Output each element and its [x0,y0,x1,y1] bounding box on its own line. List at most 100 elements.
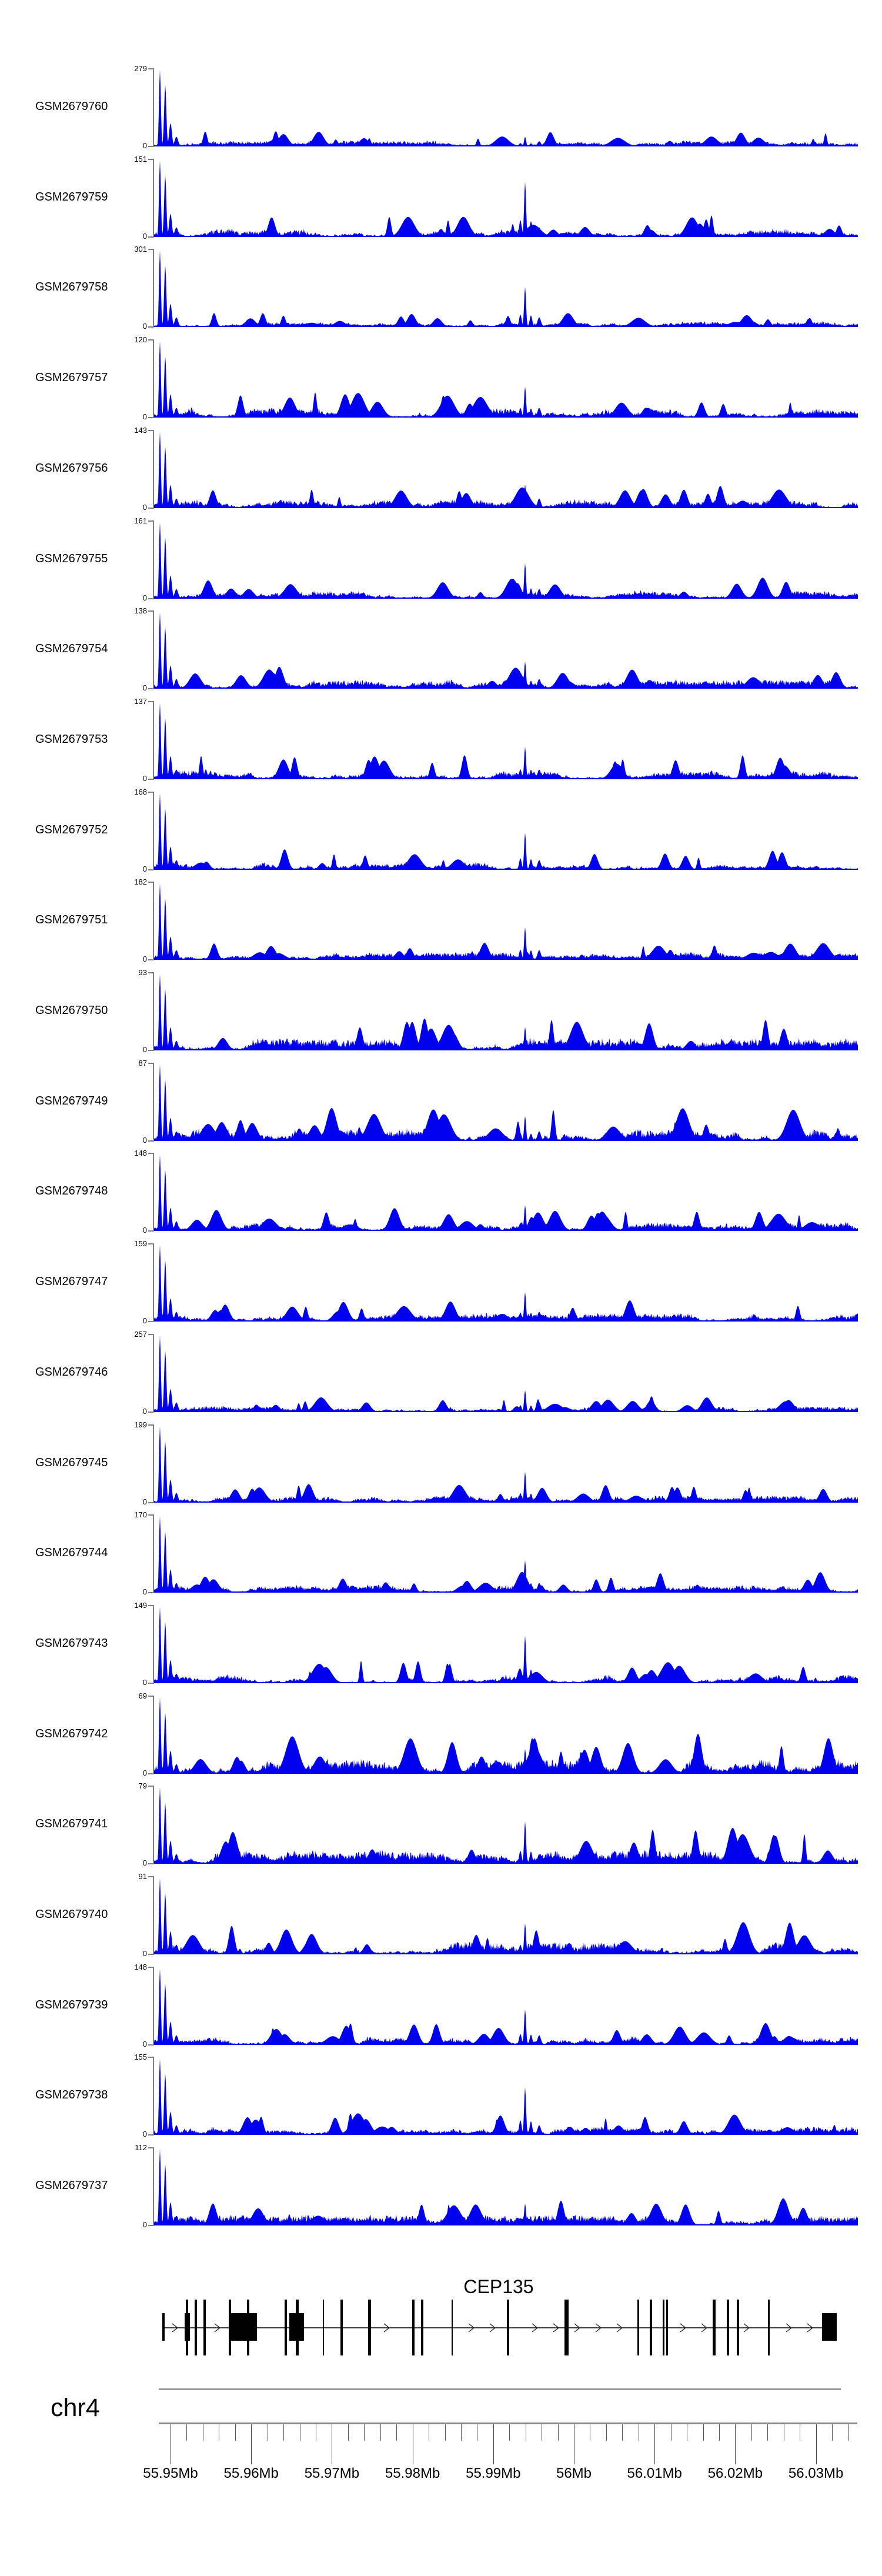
ruler-tick-label: 55.96Mb [223,2465,279,2481]
strand-direction-arrow-icon [595,2323,602,2333]
axis-tick [148,1153,154,1154]
track-y-axis [153,1425,154,1503]
track-y-axis [153,521,154,599]
axis-tick [148,1412,154,1413]
track-y-axis [153,611,154,689]
track-sample-label: GSM2679753 [35,733,108,746]
track-sample-label: GSM2679750 [35,1004,108,1017]
axis-tick [148,959,154,960]
track-sample-label: GSM2679755 [35,552,108,565]
ruler-tick-label: 55.97Mb [304,2465,360,2481]
track-sample-label: GSM2679746 [35,1366,108,1379]
axis-tick [148,68,154,69]
ruler-major-tick [735,2424,736,2464]
track-zero-label: 0 [142,1407,147,1416]
gene-exon [737,2300,739,2355]
track-sample-label: GSM2679760 [35,100,108,113]
track-ymax-label: 69 [138,1691,147,1700]
gene-model-diagram [162,2300,837,2355]
axis-tick [148,1696,154,1697]
gene-exon [507,2300,509,2355]
track-sample-label: GSM2679744 [35,1546,108,1559]
axis-tick [148,1683,154,1684]
ruler-minor-tick [186,2424,188,2441]
coverage-signal [154,1065,858,1141]
axis-tick [148,2044,154,2046]
gene-exon [564,2300,569,2355]
strand-direction-arrow-icon [383,2323,390,2333]
gene-exon [650,2300,652,2355]
ruler-major-tick [493,2424,494,2464]
gene-exon [229,2300,231,2355]
track-y-axis [153,340,154,418]
track-zero-label: 0 [142,774,147,783]
track-ymax-label: 87 [138,1059,147,1067]
track-y-axis [153,159,154,237]
axis-tick [148,236,154,238]
ruler-tick-label: 55.99Mb [466,2465,521,2481]
gene-exon [203,2300,206,2355]
track-sample-label: GSM2679752 [35,823,108,836]
separator-line [159,2388,841,2390]
axis-tick [148,882,154,883]
axis-tick [148,520,154,522]
track-sample-label: GSM2679747 [35,1275,108,1288]
track-ymax-label: 301 [134,245,147,253]
chromosome-label: chr4 [51,2394,100,2422]
track-y-axis [153,1153,154,1231]
track-sample-label: GSM2679756 [35,462,108,475]
track-zero-label: 0 [142,593,147,602]
axis-tick [148,1954,154,1955]
track-sample-label: GSM2679757 [35,371,108,384]
axis-tick [148,779,154,780]
track-y-axis [153,1967,154,2045]
coverage-signal [154,883,858,960]
ruler-major-tick [251,2424,252,2464]
coverage-signal [154,2149,858,2225]
ruler-minor-tick [557,2424,559,2441]
axis-tick [148,508,154,509]
track-zero-label: 0 [142,503,147,512]
axis-tick [148,2057,154,2058]
track-y-axis [153,1515,154,1593]
ruler-minor-tick [396,2424,397,2441]
track-y-axis [153,792,154,870]
ruler-minor-tick [460,2424,462,2441]
track-sample-label: GSM2679745 [35,1456,108,1469]
track-ymax-label: 148 [134,1149,147,1157]
gene-exon [247,2300,249,2355]
axis-tick [148,249,154,250]
track-sample-label: GSM2679751 [35,913,108,926]
gene-exon [296,2300,299,2355]
ruler-minor-tick [832,2424,833,2441]
strand-direction-arrow-icon [574,2323,581,2333]
axis-tick [148,1334,154,1335]
gene-exon [186,2300,188,2355]
axis-tick [148,1514,154,1516]
gene-exon [285,2300,287,2355]
track-sample-label: GSM2679740 [35,1908,108,1921]
coverage-signal [154,1968,858,2045]
axis-tick [148,2134,154,2135]
track-y-axis [153,973,154,1050]
ruler-minor-tick [767,2424,769,2441]
axis-tick [148,792,154,793]
ruler-minor-tick [509,2424,510,2441]
axis-tick [148,610,154,612]
axis-tick [148,1967,154,1968]
track-y-axis [153,1696,154,1774]
axis-tick [148,1876,154,1877]
track-zero-label: 0 [142,1769,147,1777]
gene-exon [452,2300,453,2355]
track-sample-label: GSM2679748 [35,1184,108,1197]
axis-tick [148,1230,154,1232]
track-ymax-label: 91 [138,1872,147,1881]
track-zero-label: 0 [142,1678,147,1687]
track-ymax-label: 137 [134,697,147,706]
ruler-tick-label: 56.01Mb [627,2465,682,2481]
axis-tick [148,159,154,160]
coverage-signal [154,1787,858,1864]
track-y-axis [153,702,154,779]
ruler-tick-label: 56.03Mb [788,2465,844,2481]
strand-direction-arrow-icon [616,2323,623,2333]
